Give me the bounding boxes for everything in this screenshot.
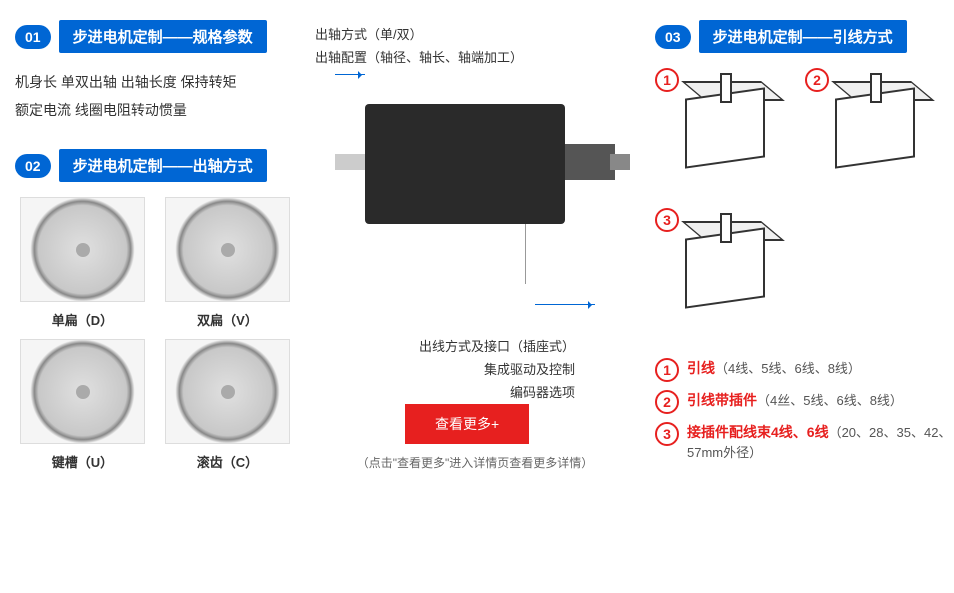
shaft-label: 键槽（U） — [15, 452, 150, 471]
left-column: 01 步进电机定制——规格参数 机身长 单双出轴 出轴长度 保持转矩 额定电流 … — [15, 20, 295, 471]
lead-name: 接插件配线束4线、6线 — [687, 424, 829, 440]
lead-name: 引线带插件 — [687, 392, 757, 408]
shaft-label: 滚齿（C） — [160, 452, 295, 471]
arrow-icon — [335, 74, 365, 75]
lead-row: 1 引线（4线、5线、6线、8线） — [655, 358, 954, 382]
shaft-image-c — [165, 339, 290, 444]
section3-title: 步进电机定制——引线方式 — [699, 20, 907, 53]
middle-column: 出轴方式（单/双） 出轴配置（轴径、轴长、轴端加工） 出线方式及接口（插座式） … — [315, 20, 635, 471]
shaft-image-v — [165, 197, 290, 302]
section2-num: 02 — [15, 154, 51, 178]
motor-shaft-right2 — [610, 154, 630, 170]
shaft-item: 双扁（V） — [160, 197, 295, 329]
spec-text: 机身长 单双出轴 出轴长度 保持转矩 额定电流 线圈电阻转动惯量 — [15, 68, 295, 124]
section1-num: 01 — [15, 25, 51, 49]
section1-header: 01 步进电机定制——规格参数 — [15, 20, 295, 53]
shaft-label: 双扁（V） — [160, 310, 295, 329]
section1-title: 步进电机定制——规格参数 — [59, 20, 267, 53]
diagram-label-top2: 出轴配置（轴径、轴长、轴端加工） — [315, 47, 635, 66]
shaft-image-u — [20, 339, 145, 444]
lead-grid: 1 2 3 — [655, 68, 954, 338]
diagram-label-bot1: 出线方式及接口（插座式） — [315, 336, 635, 355]
lead-row: 2 引线带插件（4丝、5线、6线、8线） — [655, 390, 954, 414]
motor-body — [365, 104, 565, 224]
shaft-image-d — [20, 197, 145, 302]
diagram-label-top1: 出轴方式（单/双） — [315, 24, 635, 43]
lead-list: 1 引线（4线、5线、6线、8线） 2 引线带插件（4丝、5线、6线、8线） 3… — [655, 358, 954, 461]
lead-detail: （4线、5线、6线、8线） — [715, 361, 861, 376]
lead-item: 3 — [655, 208, 795, 338]
shaft-item: 键槽（U） — [15, 339, 150, 471]
circle-num: 1 — [655, 358, 679, 382]
diagram-bottom-labels: 出线方式及接口（插座式） 集成驱动及控制 编码器选项 — [315, 336, 635, 401]
motor-shaft-right — [565, 144, 615, 180]
view-more-button[interactable]: 查看更多+ — [405, 404, 529, 444]
motor-wire — [525, 224, 526, 284]
section2-title: 步进电机定制——出轴方式 — [59, 149, 267, 182]
shaft-item: 滚齿（C） — [160, 339, 295, 471]
arrow-icon — [535, 304, 595, 305]
motor-diagram: 出轴方式（单/双） 出轴配置（轴径、轴长、轴端加工） 出线方式及接口（插座式） … — [315, 24, 635, 384]
lead-row: 3 接插件配线束4线、6线（20、28、35、42、57mm外径） — [655, 422, 954, 461]
lead-item: 2 — [805, 68, 945, 198]
lead-motor-graphic-2 — [815, 73, 935, 193]
right-column: 03 步进电机定制——引线方式 1 2 3 1 引线（4线、5线、6线、8线） — [655, 20, 954, 471]
diagram-label-bot2: 集成驱动及控制 — [315, 359, 635, 378]
circle-num: 3 — [655, 422, 679, 446]
shaft-item: 单扁（D） — [15, 197, 150, 329]
section2-header: 02 步进电机定制——出轴方式 — [15, 149, 295, 182]
spec-line2: 额定电流 线圈电阻转动惯量 — [15, 96, 295, 124]
lead-detail: （4丝、5线、6线、8线） — [757, 393, 903, 408]
main-container: 01 步进电机定制——规格参数 机身长 单双出轴 出轴长度 保持转矩 额定电流 … — [0, 0, 954, 491]
lead-motor-graphic-3 — [665, 213, 785, 333]
diagram-label-bot3: 编码器选项 — [315, 382, 635, 401]
hint-text: （点击"查看更多"进入详情页查看更多详情） — [315, 454, 635, 471]
lead-item: 1 — [655, 68, 795, 198]
section3-num: 03 — [655, 25, 691, 49]
shaft-grid: 单扁（D） 双扁（V） 键槽（U） 滚齿（C） — [15, 197, 295, 471]
shaft-label: 单扁（D） — [15, 310, 150, 329]
spec-line1: 机身长 单双出轴 出轴长度 保持转矩 — [15, 68, 295, 96]
lead-name: 引线 — [687, 360, 715, 376]
section3-header: 03 步进电机定制——引线方式 — [655, 20, 954, 53]
circle-num: 2 — [655, 390, 679, 414]
lead-motor-graphic-1 — [665, 73, 785, 193]
